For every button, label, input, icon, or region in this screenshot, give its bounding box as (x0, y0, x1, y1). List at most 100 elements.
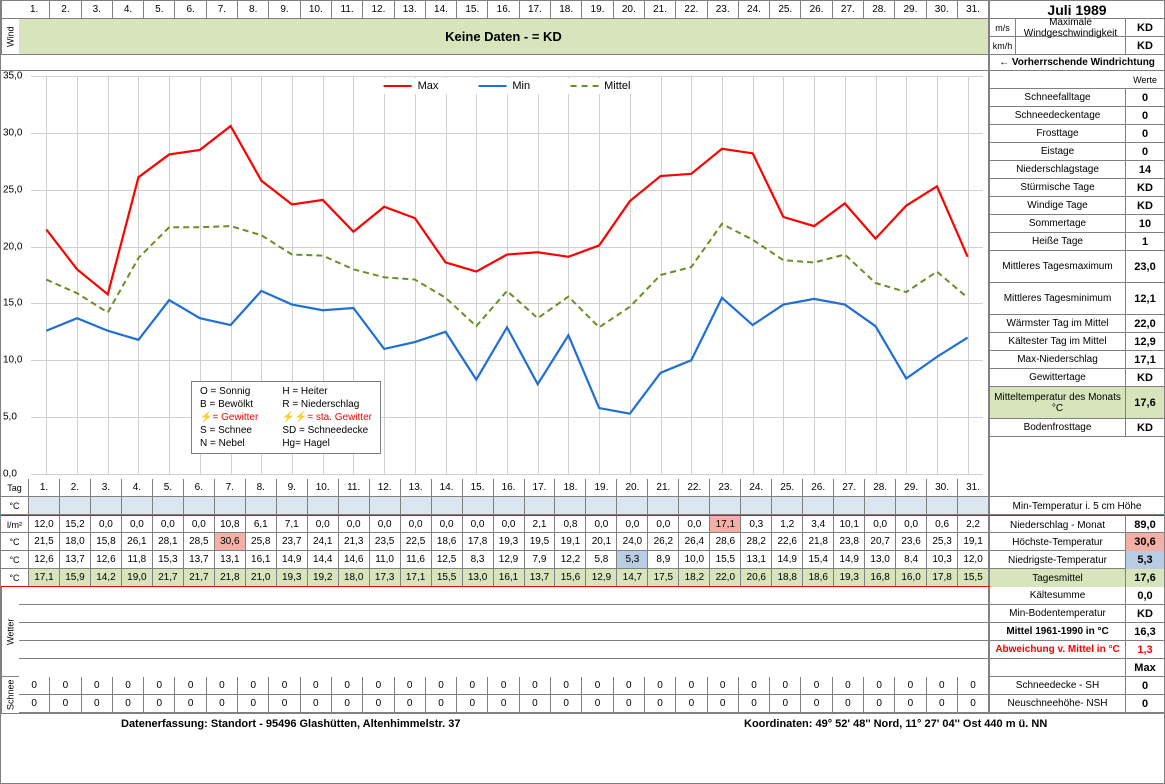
data-cell: 0,0 (401, 516, 432, 532)
data-cell: 20,6 (741, 569, 772, 586)
data-cell: 17,3 (370, 569, 401, 586)
day-cell: 21. (645, 1, 676, 18)
legend-min: Min (512, 80, 530, 92)
stat-value: 17,1 (1126, 351, 1164, 368)
data-cell: 0,0 (308, 516, 339, 532)
day-cell: 18. (555, 479, 586, 496)
data-cell: 15,4 (803, 551, 834, 568)
data-cell: 0,0 (153, 516, 184, 532)
data-cell: 16,1 (494, 569, 525, 586)
data-cell: 0,0 (865, 516, 896, 532)
day-cell: 14. (432, 479, 463, 496)
day-cell: 4. (122, 479, 153, 496)
data-cell: 0,8 (555, 516, 586, 532)
stat-value: 12,9 (1126, 333, 1164, 350)
data-cell: 8,4 (896, 551, 927, 568)
data-cell: 19,0 (122, 569, 153, 586)
stat-label: Mittleres Tagesmaximum (990, 251, 1126, 282)
stat-label: Wärmster Tag im Mittel (990, 315, 1126, 332)
day-cell: 23. (710, 479, 741, 496)
stat-label: Schneefalltage (990, 89, 1126, 106)
day-cell: 16. (488, 1, 519, 18)
data-cell: 17,1 (401, 569, 432, 586)
data-cell: 17,8 (927, 569, 958, 586)
day-header: 1.2.3.4.5.6.7.8.9.10.11.12.13.14.15.16.1… (19, 1, 989, 18)
data-cell: 19,1 (555, 533, 586, 550)
stat-label: Niederschlagstage (990, 161, 1126, 178)
day-cell: 10. (308, 479, 339, 496)
data-cell: 2,1 (525, 516, 556, 532)
data-cell: 24,1 (308, 533, 339, 550)
werte-header: Werte (1126, 71, 1164, 88)
day-cell: 20. (614, 1, 645, 18)
wetter-vlabel: Wetter (1, 587, 19, 677)
data-cell: 25,8 (246, 533, 277, 550)
wind-dir-label: ← Vorherrschende Windrichtung (990, 55, 1164, 71)
stat-label: Max-Niederschlag (990, 351, 1126, 368)
day-cell: 20. (617, 479, 648, 496)
data-cell: 23,8 (834, 533, 865, 550)
data-cell: 19,3 (277, 569, 308, 586)
footer-coords: Koordinaten: 49° 52' 48'' Nord, 11° 27' … (744, 718, 1164, 730)
day-cell: 6. (175, 1, 206, 18)
day-cell: 4. (113, 1, 144, 18)
data-cell: 8,3 (463, 551, 494, 568)
row-label: Niederschlag - Monat (990, 516, 1126, 534)
data-cell: 12,6 (91, 551, 122, 568)
data-cell: 21,7 (184, 569, 215, 586)
data-cell: 0,0 (679, 516, 710, 532)
side-statistics: Werte Schneefalltage0Schneedeckentage0Fr… (989, 71, 1164, 479)
stat-label: Eistage (990, 143, 1126, 160)
data-cell: 19,1 (958, 533, 989, 550)
wind-vlabel: Wind (1, 19, 19, 54)
stat-label: Mittleres Tagesminimum (990, 283, 1126, 314)
stat-value: KD (1126, 369, 1164, 386)
data-cell: 13,0 (463, 569, 494, 586)
data-cell: 10,8 (215, 516, 246, 532)
data-cell: 0,0 (463, 516, 494, 532)
data-cell: 14,4 (308, 551, 339, 568)
data-cell: 28,5 (184, 533, 215, 550)
data-cell: 26,1 (122, 533, 153, 550)
data-cell: 22,5 (401, 533, 432, 550)
data-cell: 0,0 (648, 516, 679, 532)
data-cell: 17,8 (463, 533, 494, 550)
data-cell: 6,1 (246, 516, 277, 532)
stat-label: Stürmische Tage (990, 179, 1126, 196)
day-cell: 8. (246, 479, 277, 496)
data-cell: 13,7 (525, 569, 556, 586)
data-cell: 25,3 (927, 533, 958, 550)
row-label: Niedrigste-Temperatur (990, 551, 1126, 569)
data-cell: 13,7 (60, 551, 91, 568)
day-cell: 3. (91, 479, 122, 496)
day-cell: 19. (586, 479, 617, 496)
data-cell: 13,7 (184, 551, 215, 568)
day-cell: 1. (29, 479, 60, 496)
data-cell: 15,5 (958, 569, 989, 586)
data-cell: 0,0 (494, 516, 525, 532)
data-cell: 14,6 (339, 551, 370, 568)
data-cell: 0,0 (896, 516, 927, 532)
day-cell: 5. (144, 1, 175, 18)
weather-sheet: 1.2.3.4.5.6.7.8.9.10.11.12.13.14.15.16.1… (0, 0, 1165, 784)
legend-max: Max (418, 80, 439, 92)
data-cell: 15,3 (153, 551, 184, 568)
day-cell: 16. (494, 479, 525, 496)
weather-symbol-key: O = SonnigH = HeiterB = BewölktR = Niede… (191, 381, 381, 454)
data-cell: 15,6 (555, 569, 586, 586)
stat-value: 0 (1126, 89, 1164, 106)
data-cell: 12,6 (29, 551, 60, 568)
day-cell: 17. (520, 1, 551, 18)
wind-unit-kmh: km/h (990, 37, 1016, 55)
stat-value: 0 (1126, 125, 1164, 142)
day-cell: 15. (463, 479, 494, 496)
data-cell: 12,9 (494, 551, 525, 568)
data-cell: 28,1 (153, 533, 184, 550)
data-cell: 11,6 (401, 551, 432, 568)
wind-max-label: Maximale Windgeschwindigkeit (1016, 19, 1126, 36)
data-cell: 19,2 (308, 569, 339, 586)
stat-label: Bodenfrosttage (990, 419, 1126, 436)
data-cell: 16,0 (896, 569, 927, 586)
stat-label: Mitteltemperatur des Monats °C (990, 387, 1126, 418)
legend-mittel: Mittel (604, 80, 630, 92)
